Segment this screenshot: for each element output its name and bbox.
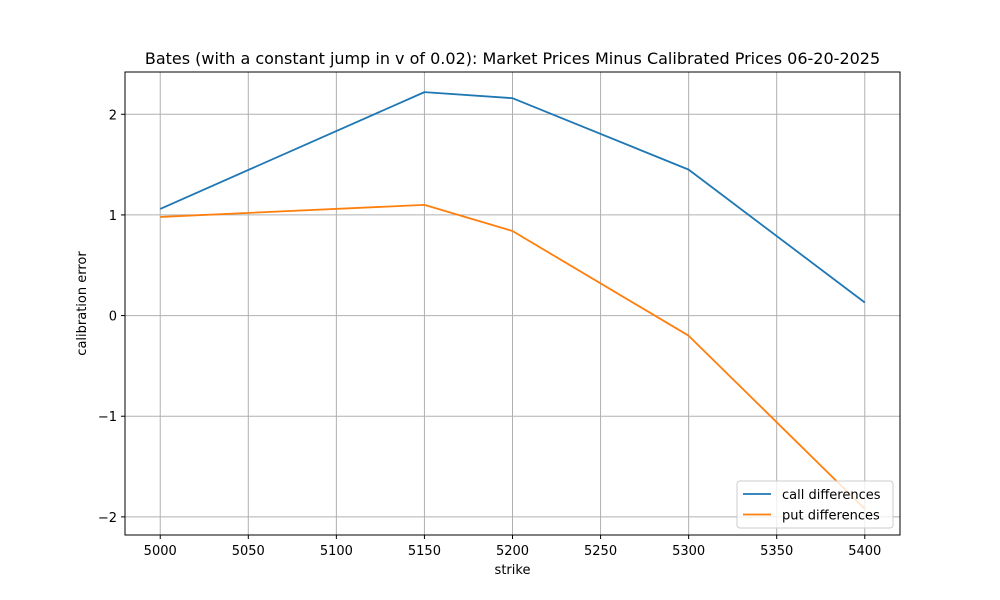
x-tick-label: 5150	[408, 544, 441, 559]
x-tick-label: 5350	[760, 544, 793, 559]
x-tick-label: 5100	[320, 544, 353, 559]
chart-title: Bates (with a constant jump in v of 0.02…	[145, 49, 880, 68]
series-line-2	[160, 203, 866, 510]
y-tick-label: 0	[109, 310, 117, 325]
x-tick-label: 5200	[496, 544, 529, 559]
axis-ticks: 5000 5050 5100 5150 5200 5250 5300 5350 5400 2 1 0 −…	[98, 108, 881, 559]
x-axis-label: strike	[495, 563, 531, 578]
y-tick-label: 2	[109, 108, 117, 123]
y-axis-label: calibration error	[75, 251, 90, 356]
series-lines	[159, 91, 866, 510]
x-tick-label: 5300	[672, 544, 705, 559]
x-tick-label: 5250	[584, 544, 617, 559]
legend-label: put differences	[782, 509, 880, 524]
x-tick-label: 5050	[232, 544, 265, 559]
y-tick-label: −1	[98, 410, 117, 425]
x-tick-label: 5000	[144, 544, 177, 559]
series-line-1	[159, 91, 866, 304]
legend-label: call differences	[782, 488, 881, 503]
y-tick-label: −2	[98, 511, 117, 526]
legend: call differences put differences	[736, 480, 894, 529]
x-tick-label: 5400	[848, 544, 881, 559]
legend-box	[736, 480, 894, 529]
y-tick-label: 1	[109, 209, 117, 224]
grid-lines	[125, 72, 900, 535]
